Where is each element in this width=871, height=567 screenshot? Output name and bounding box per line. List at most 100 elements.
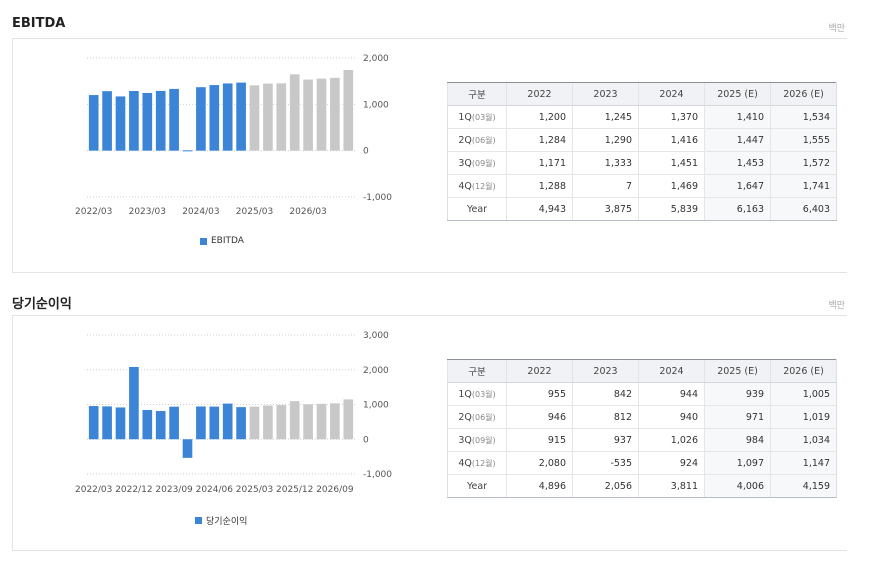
table-cell: 1,453	[704, 151, 771, 175]
table-cell: 1,469	[638, 174, 705, 198]
row-header: 2Q(06월)	[447, 405, 507, 429]
col-header: 2022	[506, 82, 573, 106]
table-cell: 971	[704, 405, 771, 429]
col-header: 2025 (E)	[704, 359, 771, 383]
net-income-table: 구분 2022 2023 2024 2025 (E) 2026 (E) 1Q(0…	[447, 359, 837, 498]
table-cell: 1,370	[638, 105, 705, 129]
table-row: 2Q(06월) 1,284 1,290 1,416 1,447 1,555	[447, 128, 837, 152]
data-bar	[129, 90, 139, 151]
ebitda-legend[interactable]: EBITDA	[200, 236, 244, 246]
table-header-row: 구분 2022 2023 2024 2025 (E) 2026 (E)	[447, 359, 837, 383]
table-cell: 915	[506, 428, 573, 452]
legend-label: 당기순이익	[206, 517, 248, 527]
estimate-bar	[316, 403, 327, 440]
x-tick-label: 2022/03	[75, 207, 112, 217]
y-tick-label: -1,000	[363, 470, 392, 480]
data-bar	[129, 366, 139, 440]
x-tick-label: 2022/03	[75, 485, 112, 495]
col-header: 2026 (E)	[770, 82, 837, 106]
table-cell: 6,163	[704, 197, 771, 221]
table-cell: 2,056	[572, 474, 639, 498]
col-header: 구분	[447, 359, 507, 383]
table-cell: 4,159	[770, 474, 837, 498]
legend-swatch	[200, 237, 207, 245]
net-income-chart: -1,000 0 1,000 2,000 3,000 2022/03 2022/12 2023…	[75, 331, 392, 495]
table-cell: 1,410	[704, 105, 771, 129]
table-row: 3Q(09월) 1,171 1,333 1,451 1,453 1,572	[447, 151, 837, 175]
table-row: 1Q(03월) 1,200 1,245 1,370 1,410 1,534	[447, 105, 837, 129]
table-cell: 3,875	[572, 197, 639, 221]
row-header: 4Q(12월)	[447, 451, 507, 475]
row-header: Year	[447, 197, 507, 221]
x-tick-label: 2024/06	[196, 485, 234, 495]
data-bar	[169, 88, 179, 151]
estimate-bar	[330, 77, 340, 151]
data-bar	[102, 91, 112, 151]
ebitda-panel: -1,000 0 1,000 2,000 2022/03 2023/03 2024/03 20…	[12, 38, 847, 273]
table-cell: 6,403	[770, 197, 837, 221]
data-bar	[222, 403, 233, 440]
table-cell: 1,451	[638, 151, 705, 175]
table-row: 3Q(09월) 915 937 1,026 984 1,034	[447, 428, 837, 452]
estimate-bar	[276, 83, 287, 151]
table-row: Year 4,896 2,056 3,811 4,006 4,159	[447, 474, 837, 498]
table-cell: 1,572	[770, 151, 837, 175]
table-row: Year 4,943 3,875 5,839 6,163 6,403	[447, 197, 837, 221]
table-cell: 1,447	[704, 128, 771, 152]
table-cell: 939	[704, 382, 771, 406]
unit-label: 백만	[828, 301, 845, 311]
table-cell: 1,245	[572, 105, 639, 129]
table-row: 4Q(12월) 2,080 -535 924 1,097 1,147	[447, 451, 837, 475]
data-bar	[142, 92, 153, 151]
x-tick-label: 2026/09	[316, 485, 354, 495]
table-cell: 1,284	[506, 128, 573, 152]
row-header: 4Q(12월)	[447, 174, 507, 198]
data-bar	[182, 150, 193, 152]
estimate-bar	[303, 79, 313, 151]
row-header: 2Q(06월)	[447, 128, 507, 152]
col-header: 2024	[638, 359, 705, 383]
estimate-bar	[316, 78, 327, 151]
data-bar	[209, 406, 220, 440]
row-header: 3Q(09월)	[447, 151, 507, 175]
table-cell: 1,171	[506, 151, 573, 175]
data-bar	[196, 406, 206, 440]
table-cell: 4,896	[506, 474, 573, 498]
estimate-bar	[289, 401, 300, 440]
y-tick-label: -1,000	[363, 193, 392, 203]
data-bar	[182, 439, 193, 458]
legend-swatch	[195, 517, 202, 524]
table-header-row: 구분 2022 2023 2024 2025 (E) 2026 (E)	[447, 82, 837, 106]
table-cell: 1,097	[704, 451, 771, 475]
estimate-bar	[289, 74, 300, 151]
table-cell: 5,839	[638, 197, 705, 221]
data-bar	[196, 87, 206, 151]
estimate-bar	[343, 399, 354, 440]
estimate-bar	[276, 405, 287, 440]
estimate-bar	[249, 406, 260, 440]
estimate-bar	[303, 404, 313, 440]
table-cell: 7	[572, 174, 639, 198]
data-bar	[155, 90, 166, 151]
table-cell: 842	[572, 382, 639, 406]
legend-label: EBITDA	[211, 236, 244, 246]
x-tick-label: 2025/12	[276, 485, 313, 495]
row-header: 1Q(03월)	[447, 382, 507, 406]
section-title-net-income: 당기순이익	[12, 297, 72, 312]
table-cell: 1,019	[770, 405, 837, 429]
table-cell: 4,943	[506, 197, 573, 221]
y-tick-label: 1,000	[363, 100, 389, 110]
ebitda-table: 구분 2022 2023 2024 2025 (E) 2026 (E) 1Q(0…	[447, 82, 837, 221]
table-cell: 940	[638, 405, 705, 429]
net-income-legend[interactable]: 당기순이익	[195, 514, 247, 527]
y-tick-label: 1,000	[363, 401, 389, 411]
col-header: 2023	[572, 359, 639, 383]
data-bar	[115, 96, 126, 151]
table-cell: 924	[638, 451, 705, 475]
estimate-bar	[263, 405, 273, 440]
unit-label: 백만	[828, 24, 845, 34]
table-cell: -535	[572, 451, 639, 475]
table-cell: 944	[638, 382, 705, 406]
row-header: Year	[447, 474, 507, 498]
table-cell: 1,647	[704, 174, 771, 198]
